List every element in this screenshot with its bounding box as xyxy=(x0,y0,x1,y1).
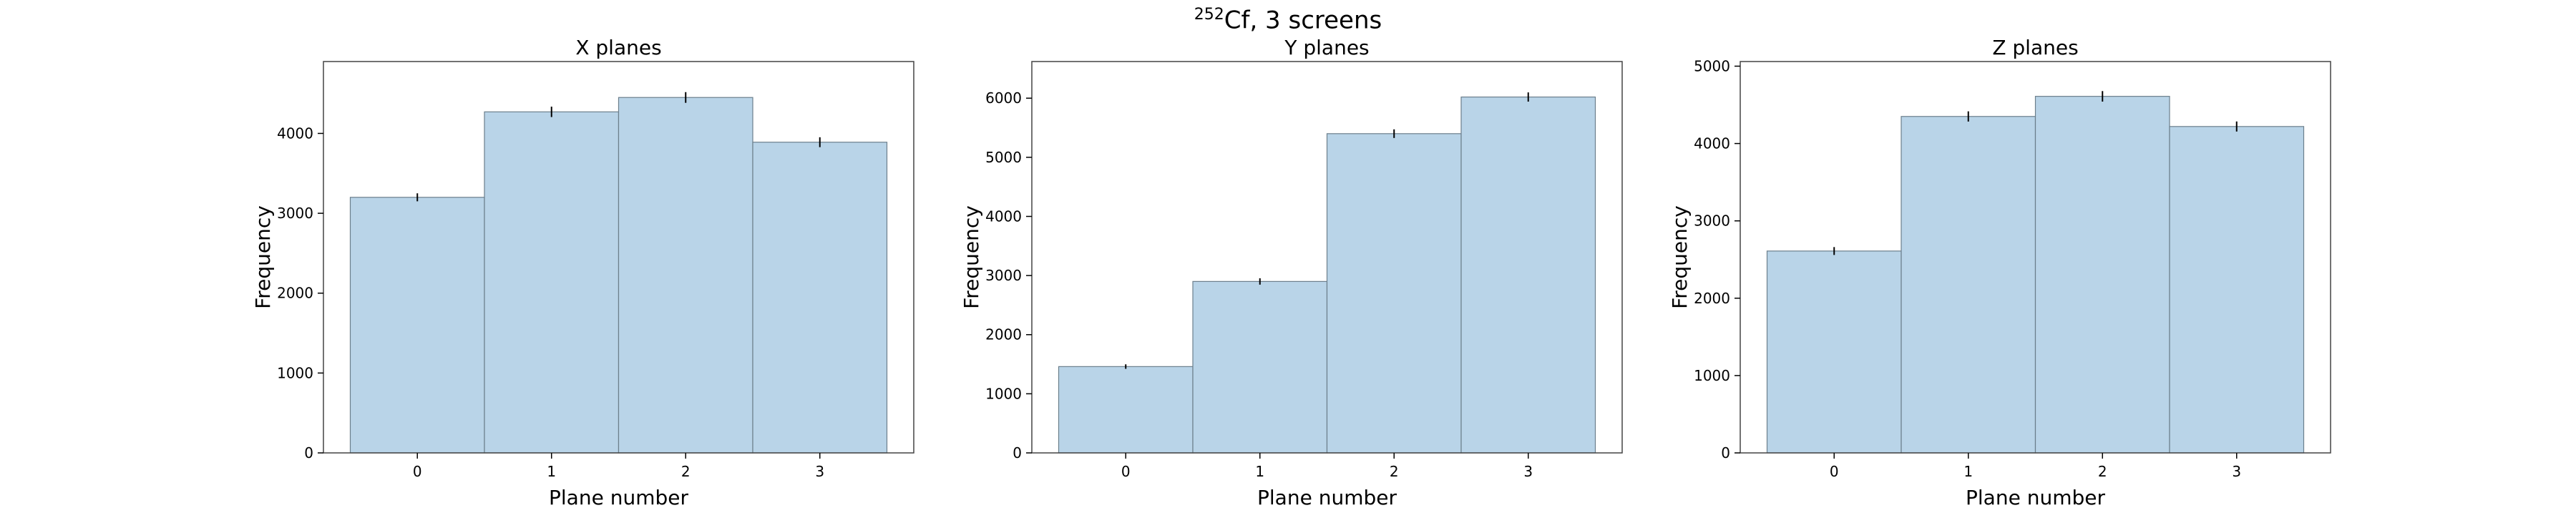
bar xyxy=(1460,96,1596,454)
chart-panel-1: 0 1000 2000 3000 4000 5000 6000 0 1 2 3 Y planes Pla… xyxy=(960,36,1623,509)
x-tick-label: 3 xyxy=(1523,463,1533,480)
x-axis-label: Plane number xyxy=(549,486,688,509)
y-tick-label: 5000 xyxy=(1694,57,1730,74)
y-tick-label: 0 xyxy=(1013,444,1022,461)
bar xyxy=(1766,250,1902,454)
x-tick-label: 1 xyxy=(1255,463,1264,480)
y-tick-label: 3000 xyxy=(985,267,1022,284)
y-tick-label: 2000 xyxy=(277,285,313,302)
y-tick-label: 2000 xyxy=(985,326,1022,343)
y-tick-label: 5000 xyxy=(985,149,1022,166)
y-axis-label: Frequency xyxy=(1668,205,1692,309)
x-axis-label: Plane number xyxy=(1257,486,1397,509)
suptitle-text: Cf, 3 screens xyxy=(1224,6,1382,35)
axes-frame xyxy=(1740,61,2331,454)
y-axis-label: Frequency xyxy=(960,205,983,309)
bar xyxy=(2169,126,2305,454)
x-tick-label: 1 xyxy=(547,463,556,480)
bar xyxy=(2034,96,2170,454)
bar xyxy=(349,197,485,454)
x-tick-label: 2 xyxy=(2098,463,2107,480)
y-tick-label: 4000 xyxy=(1694,135,1730,152)
bar xyxy=(752,142,888,454)
y-tick-label: 1000 xyxy=(1694,367,1730,384)
chart-panel-2: 0 1000 2000 3000 4000 5000 0 1 2 3 Z planes Plane n… xyxy=(1668,36,2331,509)
axes-frame xyxy=(323,61,914,454)
axes-frame xyxy=(1031,61,1623,454)
x-tick-label: 2 xyxy=(1390,463,1399,480)
y-tick-label: 6000 xyxy=(985,89,1022,107)
y-tick-label: 1000 xyxy=(985,385,1022,402)
y-tick-label: 0 xyxy=(304,444,313,461)
bar xyxy=(484,111,620,454)
chart-panel-0: 0 1000 2000 3000 4000 0 1 2 3 X planes Plane numbe… xyxy=(251,36,914,509)
y-tick-label: 3000 xyxy=(1694,212,1730,230)
chart-title: Y planes xyxy=(1284,36,1369,59)
x-tick-label: 1 xyxy=(1963,463,1973,480)
y-tick-label: 3000 xyxy=(277,205,313,222)
bar xyxy=(1901,116,2036,454)
y-tick-label: 4000 xyxy=(985,207,1022,225)
bar xyxy=(618,97,753,454)
y-tick-label: 1000 xyxy=(277,364,313,381)
suptitle-superscript: 252 xyxy=(1194,6,1224,24)
y-axis-label: Frequency xyxy=(251,205,275,309)
x-axis-label: Plane number xyxy=(1966,486,2105,509)
x-tick-label: 3 xyxy=(815,463,824,480)
bar xyxy=(1058,366,1194,454)
chart-title: Z planes xyxy=(1992,36,2078,59)
x-tick-label: 2 xyxy=(681,463,691,480)
y-tick-label: 0 xyxy=(1721,444,1730,461)
y-tick-label: 4000 xyxy=(277,124,313,142)
x-tick-label: 3 xyxy=(2232,463,2241,480)
chart-title: X planes xyxy=(575,36,661,59)
x-tick-label: 0 xyxy=(1121,463,1131,480)
bar xyxy=(1192,280,1328,454)
y-tick-label: 2000 xyxy=(1694,290,1730,307)
figure-title: 252Cf, 3 screens xyxy=(0,6,2576,34)
x-tick-label: 0 xyxy=(1830,463,1839,480)
x-tick-label: 0 xyxy=(413,463,422,480)
bar xyxy=(1326,133,1462,454)
